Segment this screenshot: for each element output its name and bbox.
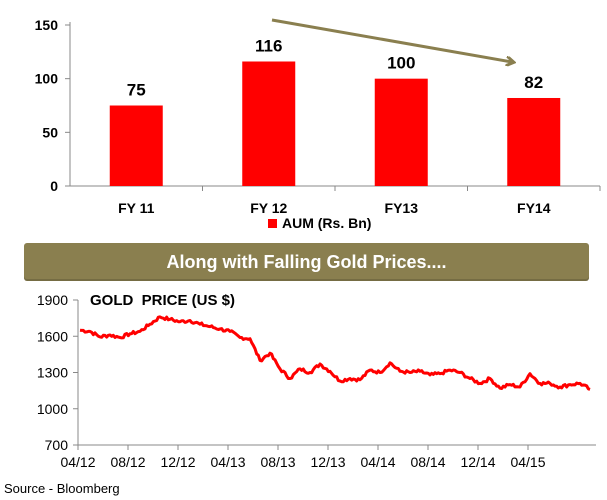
- banner-text: Along with Falling Gold Prices....: [166, 251, 447, 272]
- line-xtick-label: 12/12: [160, 454, 195, 470]
- legend-swatch: [268, 219, 277, 228]
- bar-value-label: 75: [127, 81, 146, 100]
- bar: [374, 78, 428, 186]
- line-xtick-label: 12/13: [310, 454, 345, 470]
- line-ytick-label: 1300: [37, 365, 68, 381]
- line-xtick-label: 04/14: [360, 454, 395, 470]
- line-chart-title: GOLD PRICE (US $): [90, 292, 235, 309]
- bar-value-label: 100: [387, 54, 415, 73]
- line-xtick-label: 08/14: [410, 454, 445, 470]
- bar: [242, 61, 296, 186]
- legend-label: AUM (Rs. Bn): [282, 215, 371, 231]
- line-ytick-label: 1600: [37, 328, 68, 344]
- gold-price-line-chart: 700 1000 1300 1600 1900 04/12 08/12 12/12 04/13…: [37, 292, 596, 470]
- bar-category-label: FY14: [517, 200, 551, 216]
- section-banner: Along with Falling Gold Prices....: [24, 243, 589, 281]
- line-xtick-label: 04/15: [510, 454, 545, 470]
- line-ytick-label: 700: [45, 437, 69, 453]
- line-ytick-label: 1000: [37, 401, 68, 417]
- line-xtick-label: 08/13: [260, 454, 295, 470]
- bar-ytick-label: 50: [42, 124, 58, 140]
- bar-ytick-label: 150: [35, 17, 59, 33]
- bar-ytick-label: 100: [35, 71, 59, 87]
- bar: [109, 105, 163, 186]
- source-note: Source - Bloomberg: [4, 481, 120, 496]
- line-xtick-label: 12/14: [460, 454, 495, 470]
- trend-arrow: [271, 18, 512, 62]
- bar-category-label: FY 11: [118, 200, 155, 216]
- line-xtick-label: 08/12: [110, 454, 145, 470]
- bar-category-label: FY 12: [250, 200, 287, 216]
- bar-category-label: FY13: [385, 200, 419, 216]
- bar-value-label: 116: [255, 36, 282, 55]
- line-xtick-label: 04/12: [60, 454, 95, 470]
- bar: [507, 97, 561, 186]
- line-xtick-label: 04/13: [210, 454, 245, 470]
- bar-ytick-label: 0: [50, 178, 58, 194]
- gold-price-line: [79, 315, 591, 391]
- line-ytick-label: 1900: [37, 292, 68, 308]
- bar-value-label: 82: [524, 73, 543, 92]
